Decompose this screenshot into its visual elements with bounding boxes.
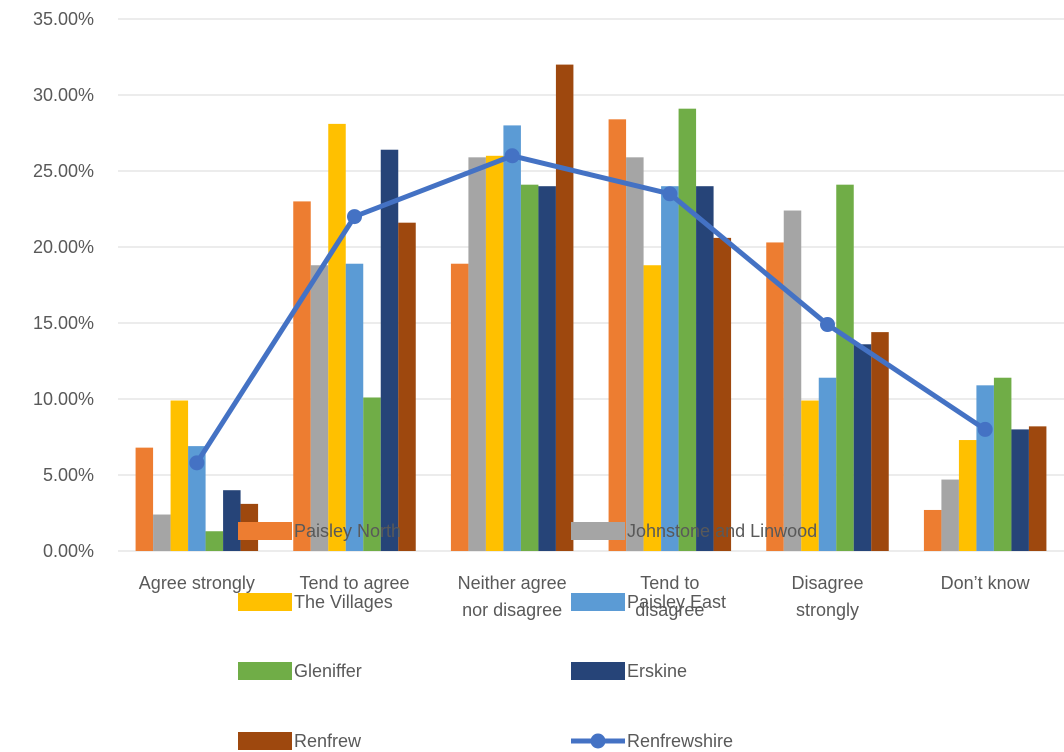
bar (310, 265, 329, 551)
bar (783, 210, 802, 551)
bar (871, 332, 889, 551)
bar (153, 514, 171, 551)
bar (398, 222, 416, 551)
bar (468, 157, 486, 551)
legend-label: Johnstone and Linwood (627, 521, 817, 541)
x-tick-label: Tend to (640, 573, 699, 593)
legend-label: Paisley North (294, 521, 401, 541)
legend-label: Renfrew (294, 731, 362, 751)
line-point (504, 148, 520, 164)
line-series-path (194, 153, 987, 465)
line-point (189, 455, 205, 471)
legend-swatch (571, 522, 625, 540)
legend-label: Erskine (627, 661, 687, 681)
y-tick-label: 20.00% (33, 237, 94, 257)
y-tick-label: 30.00% (33, 85, 94, 105)
bar (608, 119, 627, 551)
bar (170, 400, 189, 551)
x-tick-label: strongly (796, 600, 859, 620)
bar (555, 64, 574, 551)
legend-swatch-marker (590, 733, 606, 749)
x-axis: Agree strongly Tend to agree Neither agree… (118, 550, 1064, 620)
x-tick-label: nor disagree (462, 600, 562, 620)
line-series (189, 148, 993, 471)
legend-label: Renfrewshire (627, 731, 733, 751)
bar (696, 186, 714, 551)
bar (801, 400, 819, 551)
y-tick-label: 5.00% (43, 465, 94, 485)
bar (293, 201, 311, 551)
x-tick-label: disagree (635, 600, 704, 620)
bar (328, 123, 346, 551)
legend-swatch (238, 522, 292, 540)
y-tick-label: 10.00% (33, 389, 94, 409)
line-point (662, 186, 678, 202)
bar (538, 186, 556, 551)
bar (923, 509, 942, 551)
gridlines (118, 18, 1064, 552)
legend-swatch (571, 662, 625, 680)
bar (818, 377, 837, 551)
bar (1028, 426, 1047, 551)
bar (520, 184, 539, 551)
bar (713, 237, 732, 551)
x-tick-label: Don’t know (941, 573, 1031, 593)
bar (766, 242, 784, 551)
legend: Paisley North Johnstone and Linwood The Vi… (238, 521, 817, 751)
x-tick-label: Disagree (791, 573, 863, 593)
legend-label: Gleniffer (294, 661, 362, 681)
bars (135, 64, 1047, 552)
bar (853, 344, 872, 551)
bar (363, 397, 381, 551)
y-tick-label: 0.00% (43, 541, 94, 561)
bar (205, 531, 224, 551)
bar (503, 125, 521, 552)
line-point (977, 421, 993, 437)
line-point (347, 209, 362, 225)
bar (345, 263, 364, 551)
line-point (820, 317, 835, 333)
y-tick-label: 35.00% (33, 9, 94, 29)
bar (678, 108, 697, 552)
legend-swatch (238, 593, 292, 611)
legend-swatch (238, 662, 292, 680)
bar (993, 377, 1012, 551)
bar (626, 157, 644, 551)
y-tick-label: 15.00% (33, 313, 94, 333)
bar (135, 447, 154, 551)
bar (380, 149, 399, 551)
bar (223, 490, 241, 551)
bar (958, 440, 977, 551)
bar (485, 155, 504, 552)
bar (188, 446, 206, 551)
bar (450, 263, 469, 551)
bar (976, 385, 994, 551)
bar (836, 184, 854, 551)
bar (661, 186, 679, 551)
x-tick-label: Agree strongly (139, 573, 255, 593)
y-tick-label: 25.00% (33, 161, 94, 181)
legend-label: The Villages (294, 592, 393, 612)
bar (1011, 429, 1029, 551)
bar (643, 265, 662, 551)
bar (941, 479, 959, 551)
legend-swatch (238, 732, 292, 750)
legend-swatch (571, 593, 625, 611)
x-tick-label: Neither agree (458, 573, 567, 593)
y-axis: 0.00% 5.00% 10.00% 15.00% 20.00% 25.00% 30.00%… (33, 9, 94, 561)
x-tick-label: Tend to agree (299, 573, 409, 593)
legend-label: Paisley East (627, 592, 726, 612)
